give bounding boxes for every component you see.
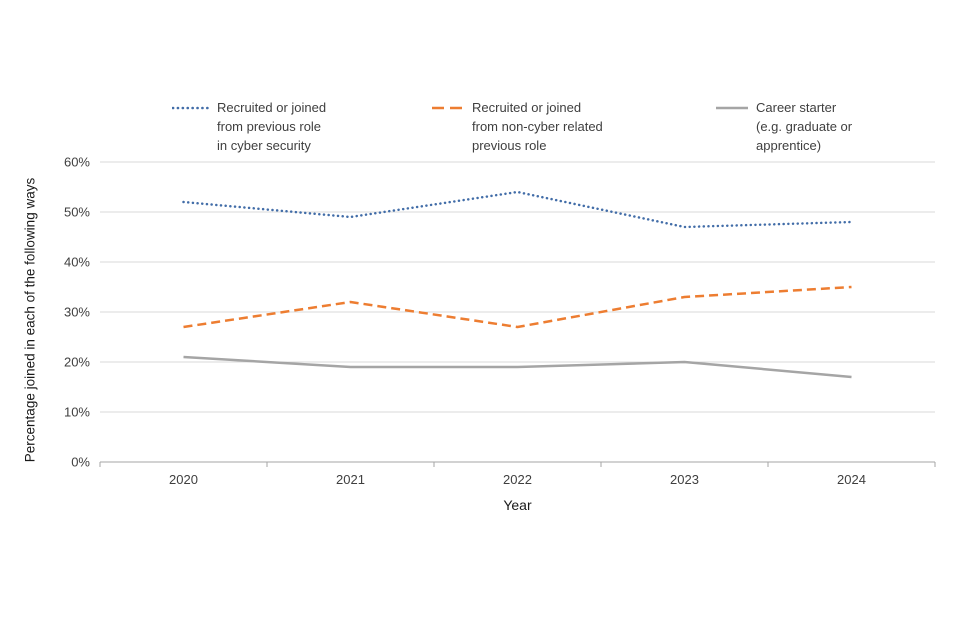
y-axis-title: Percentage joined in each of the followi… xyxy=(22,177,38,463)
series-line-1 xyxy=(183,285,852,329)
legend-label-career-starter: Career starter (e.g. graduate or apprent… xyxy=(756,100,853,153)
series-line-0 xyxy=(182,190,853,229)
svg-text:40%: 40% xyxy=(64,255,90,270)
legend-item-non-cyber-previous-role: Recruited or joined from non-cyber relat… xyxy=(431,98,603,155)
legend-label-cyber-previous-role: Recruited or joined from previous role i… xyxy=(217,100,327,153)
dotted-line-sample-icon xyxy=(172,106,210,110)
legend-label-non-cyber-previous-role: Recruited or joined from non-cyber relat… xyxy=(472,100,603,153)
svg-text:60%: 60% xyxy=(64,155,90,170)
legend-item-career-starter: Career starter (e.g. graduate or apprent… xyxy=(715,98,852,155)
svg-text:2022: 2022 xyxy=(503,472,532,487)
x-tick-labels: 2020 2021 2022 2023 2024 xyxy=(169,472,866,487)
svg-text:0%: 0% xyxy=(71,455,90,470)
solid-line-sample-icon xyxy=(716,106,748,110)
svg-text:2023: 2023 xyxy=(670,472,699,487)
svg-text:10%: 10% xyxy=(64,405,90,420)
svg-text:30%: 30% xyxy=(64,305,90,320)
x-axis xyxy=(99,461,936,467)
svg-text:2024: 2024 xyxy=(837,472,866,487)
svg-text:50%: 50% xyxy=(64,205,90,220)
y-tick-labels: 0% 10% 20% 30% 40% 50% 60% xyxy=(64,155,90,470)
series-line-2 xyxy=(183,355,852,379)
svg-text:2021: 2021 xyxy=(336,472,365,487)
svg-text:2020: 2020 xyxy=(169,472,198,487)
x-axis-title: Year xyxy=(503,497,532,513)
svg-text:20%: 20% xyxy=(64,355,90,370)
dashed-line-sample-icon xyxy=(432,106,464,110)
legend-item-cyber-previous-role: Recruited or joined from previous role i… xyxy=(172,98,326,155)
gridlines xyxy=(100,161,935,413)
